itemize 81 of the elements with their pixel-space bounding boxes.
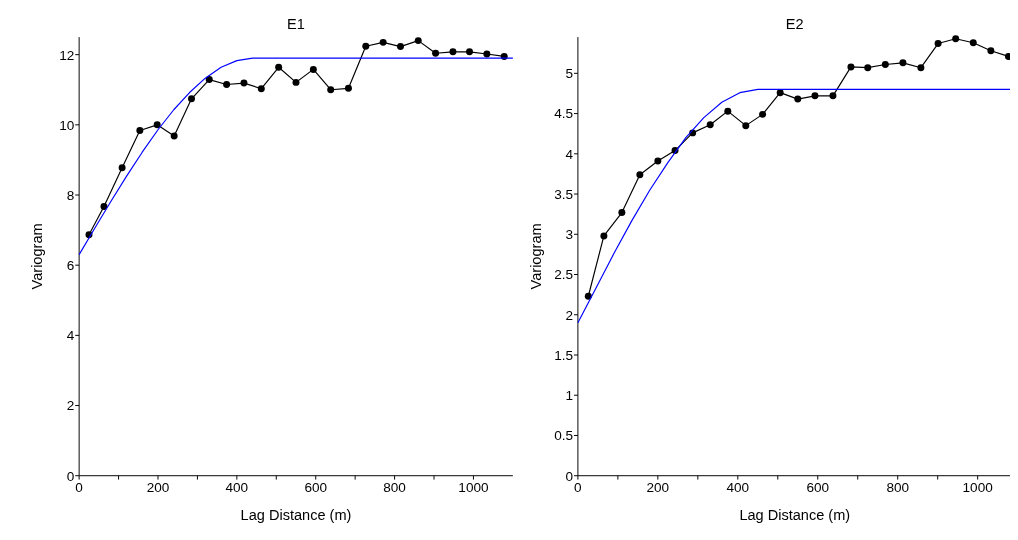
chart-title: E1	[287, 16, 305, 33]
point	[100, 203, 108, 211]
point	[934, 40, 942, 48]
x-tick-label: 400	[225, 480, 249, 496]
point	[309, 65, 317, 73]
point	[811, 92, 819, 100]
point	[327, 86, 335, 94]
point	[618, 209, 626, 217]
y-tick-label: 4	[565, 146, 574, 162]
y-tick-label: 4.5	[554, 106, 574, 122]
x-tick-label: 600	[806, 480, 830, 496]
line-series	[78, 57, 514, 256]
y-tick-label: 1.5	[554, 347, 574, 363]
point	[240, 79, 248, 87]
x-tick-label: 800	[886, 480, 910, 496]
point	[829, 92, 837, 100]
x-tick-label: 200	[646, 480, 670, 496]
point	[432, 49, 440, 57]
point	[362, 42, 370, 50]
point	[864, 64, 872, 72]
point	[170, 132, 178, 140]
y-tick-label: 2	[565, 307, 574, 323]
point	[449, 48, 457, 56]
point	[223, 80, 231, 88]
point	[136, 126, 144, 134]
x-tick-label: 800	[383, 480, 407, 496]
point	[742, 122, 750, 130]
y-tick-label: 10	[59, 117, 75, 133]
point	[654, 157, 662, 165]
y-tick-label: 8	[66, 187, 75, 203]
point	[466, 48, 473, 56]
x-tick-label: 400	[726, 480, 750, 496]
x-axis-title: Lag Distance (m)	[240, 507, 352, 524]
point	[205, 76, 213, 84]
point	[636, 171, 644, 179]
point	[1004, 52, 1010, 60]
point	[379, 38, 387, 46]
y-tick-label: 4	[66, 328, 75, 344]
point	[847, 63, 855, 71]
y-tick-label: 5	[565, 66, 574, 82]
point	[952, 35, 960, 43]
point	[724, 107, 732, 115]
x-tick-label: 200	[146, 480, 170, 496]
point	[759, 110, 767, 118]
point	[969, 39, 977, 47]
y-tick-label: 0.5	[554, 428, 574, 444]
point	[257, 85, 265, 93]
y-tick-label: 0	[66, 468, 75, 484]
line-series	[577, 88, 1010, 324]
point	[600, 232, 608, 240]
y-tick-label: 2	[66, 398, 75, 414]
point	[917, 64, 925, 72]
y-tick-label: 6	[66, 258, 75, 274]
x-axis-title: Lag Distance (m)	[739, 507, 851, 524]
y-tick-label: 3	[565, 227, 574, 243]
point	[776, 89, 784, 97]
x-tick-label: 1000	[962, 480, 994, 496]
point	[292, 78, 300, 86]
point	[397, 43, 404, 51]
y-tick-label: 12	[59, 47, 75, 63]
x-tick-label: 1000	[458, 480, 489, 496]
y-tick-label: 3.5	[554, 186, 574, 202]
point	[344, 84, 352, 92]
x-tick-label: 600	[304, 480, 328, 496]
point	[275, 63, 283, 71]
y-axis-title: Variogram	[528, 223, 545, 290]
point	[899, 59, 907, 67]
point	[414, 37, 422, 45]
point	[188, 95, 195, 103]
y-tick-label: 2.5	[554, 267, 574, 283]
point	[987, 47, 995, 55]
y-tick-label: 1	[565, 388, 574, 404]
point	[153, 121, 161, 129]
point	[706, 121, 714, 129]
y-tick-label: 0	[565, 468, 574, 484]
point	[794, 95, 802, 103]
point	[118, 164, 126, 172]
point	[483, 50, 491, 58]
point	[881, 60, 889, 68]
y-axis-title: Variogram	[29, 223, 46, 290]
chart-title: E2	[785, 16, 804, 33]
